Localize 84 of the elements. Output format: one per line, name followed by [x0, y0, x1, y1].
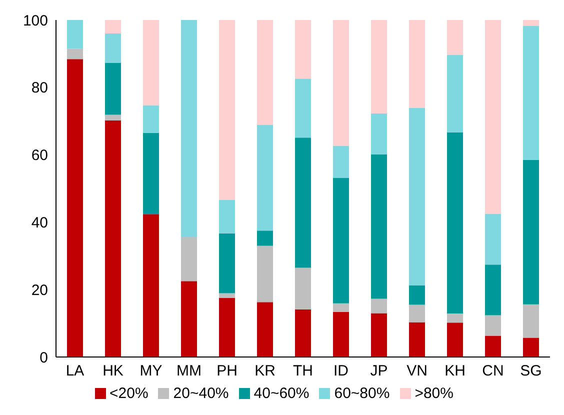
- x-tick-label: MM: [176, 362, 202, 380]
- bar: [67, 20, 83, 49]
- bar: [447, 54, 463, 133]
- bar: [257, 124, 273, 231]
- bar: [409, 285, 425, 305]
- x-tick-label: VN: [406, 362, 428, 380]
- bar: [181, 237, 197, 282]
- bar: [523, 304, 539, 338]
- bar: [485, 264, 501, 316]
- bar: [409, 20, 425, 108]
- y-tick-label: 60: [31, 147, 48, 164]
- bar: [105, 62, 121, 115]
- bar: [295, 268, 311, 310]
- bar: [143, 132, 159, 214]
- bar: [485, 336, 501, 357]
- bar: [295, 78, 311, 138]
- bar: [257, 302, 273, 357]
- bar: [181, 20, 197, 238]
- bar: [143, 105, 159, 133]
- bar: [219, 200, 235, 234]
- x-tick-label: HK: [102, 362, 124, 380]
- x-tick-label: ID: [334, 362, 349, 380]
- legend-label: 20~40%: [173, 385, 229, 402]
- legend-label: <20%: [110, 385, 148, 402]
- bar: [333, 178, 349, 304]
- bar: [333, 146, 349, 178]
- x-tick-label: JP: [370, 362, 388, 380]
- bar: [219, 293, 235, 298]
- bar: [333, 312, 349, 357]
- y-tick-label: 20: [31, 282, 48, 299]
- bar: [333, 303, 349, 312]
- bar: [295, 138, 311, 268]
- bar: [333, 20, 349, 146]
- x-tick-label: KR: [254, 362, 276, 380]
- bar: [295, 20, 311, 79]
- bar: [447, 322, 463, 357]
- bar: [67, 59, 83, 357]
- bar: [143, 214, 159, 357]
- y-tick-label: 80: [31, 80, 48, 97]
- bar: [371, 298, 387, 314]
- bar: [257, 246, 273, 302]
- bar: [105, 114, 121, 120]
- bar: [105, 20, 121, 34]
- bar: [371, 20, 387, 114]
- bar: [219, 233, 235, 294]
- bar: [295, 309, 311, 357]
- bar: [523, 160, 539, 304]
- bar: [143, 20, 159, 106]
- bar: [219, 298, 235, 357]
- bar: [523, 338, 539, 357]
- bar: [447, 314, 463, 323]
- bar: [409, 304, 425, 322]
- bar: [105, 33, 121, 63]
- bar: [257, 230, 273, 246]
- legend-label: 40~60%: [254, 385, 310, 402]
- bar: [485, 20, 501, 214]
- bar: [219, 20, 235, 200]
- bar: [447, 132, 463, 314]
- bar: [371, 154, 387, 299]
- bar: [447, 20, 463, 55]
- bar: [523, 20, 539, 26]
- y-tick-label: 0: [40, 349, 48, 366]
- bar: [409, 108, 425, 286]
- bar: [523, 26, 539, 160]
- bar: [371, 313, 387, 357]
- bar: [181, 281, 197, 357]
- y-tick-label: 100: [22, 12, 48, 30]
- bar: [371, 113, 387, 154]
- x-tick-label: SG: [520, 362, 542, 380]
- x-tick-label: MY: [140, 362, 162, 380]
- x-tick-label: KH: [444, 362, 466, 380]
- legend-label: 60~80%: [334, 385, 390, 402]
- x-tick-label: LA: [66, 362, 84, 380]
- bar: [257, 20, 273, 125]
- bar: [67, 48, 83, 60]
- legend-label: >80%: [414, 385, 454, 402]
- x-tick-label: CN: [482, 362, 504, 380]
- bar: [485, 315, 501, 336]
- bar: [485, 214, 501, 265]
- bar: [409, 322, 425, 357]
- bar: [105, 120, 121, 357]
- x-tick-label: TH: [293, 362, 313, 380]
- x-tick-label: PH: [216, 362, 238, 380]
- y-tick-label: 40: [31, 214, 48, 232]
